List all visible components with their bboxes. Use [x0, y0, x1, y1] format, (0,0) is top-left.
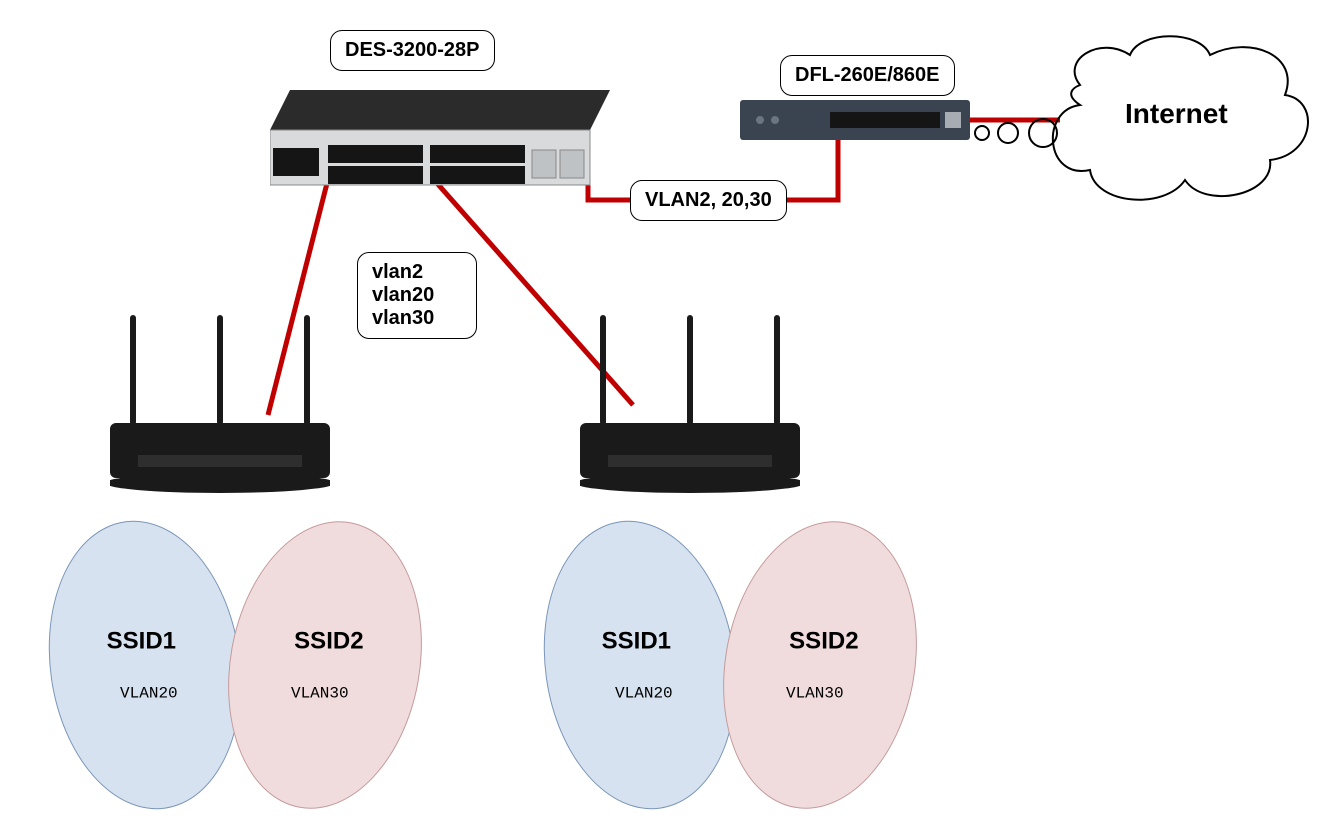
internet-label: Internet: [1125, 98, 1228, 130]
trunk-vlan-label: VLAN2, 20,30: [630, 180, 787, 221]
ssid-vlan: VLAN20: [615, 685, 673, 703]
ssid-title: SSID1: [602, 627, 671, 655]
ssid-title: SSID1: [107, 627, 176, 655]
switch-label: DES-3200-28P: [330, 30, 495, 71]
vlan-list-label: vlan2 vlan20 vlan30: [357, 252, 477, 339]
ssid-vlan: VLAN30: [786, 685, 844, 703]
ssid-vlan: VLAN30: [291, 685, 349, 703]
ssid-title: SSID2: [789, 627, 858, 655]
ssid-vlan: VLAN20: [120, 685, 178, 703]
firewall-label: DFL-260E/860E: [780, 55, 955, 96]
ssid-title: SSID2: [294, 627, 363, 655]
